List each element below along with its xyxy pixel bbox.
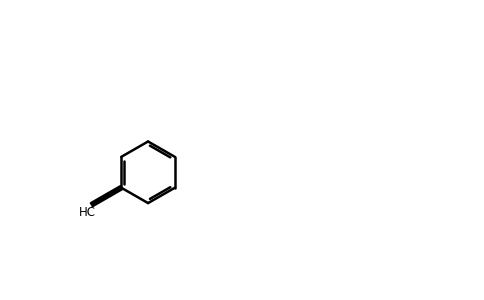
Text: HC: HC [78,206,96,219]
